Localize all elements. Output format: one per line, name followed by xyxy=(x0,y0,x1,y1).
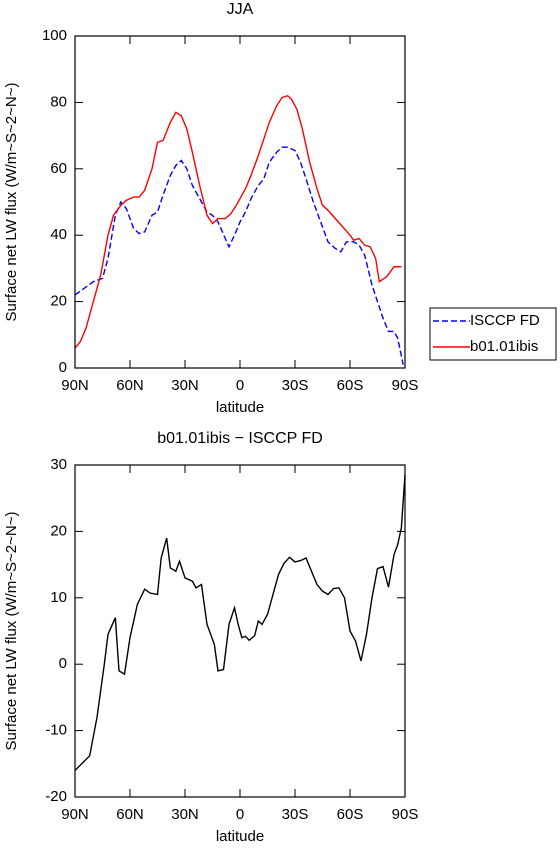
y-tick-label: 20 xyxy=(50,522,67,539)
y-tick-label: 20 xyxy=(50,293,67,310)
x-tick-label: 90N xyxy=(61,806,89,823)
x-tick-label: 0 xyxy=(236,806,244,823)
y-tick-label: 100 xyxy=(42,27,67,44)
y-tick-label: 10 xyxy=(50,589,67,606)
x-tick-label: 60N xyxy=(116,806,144,823)
x-tick-label: 60S xyxy=(337,806,364,823)
plot-frame xyxy=(74,35,406,369)
y-tick-label: 0 xyxy=(59,359,67,376)
y-tick-label: 0 xyxy=(59,655,67,672)
y-tick-label: 80 xyxy=(50,93,67,110)
data-line xyxy=(74,474,406,771)
y-axis-label: Surface net LW flux (W/m~S~2~N~) xyxy=(3,83,20,322)
x-tick-label: 30S xyxy=(282,377,309,394)
x-tick-label: 90N xyxy=(61,377,89,394)
data-line xyxy=(74,94,402,349)
x-axis-label: latitude xyxy=(216,399,264,416)
y-tick-label: -20 xyxy=(45,788,67,805)
chart-title: b01.01ibis − ISCCP FD xyxy=(157,430,323,447)
legend-label: b01.01ibis xyxy=(470,338,538,355)
chart-title: JJA xyxy=(227,1,254,18)
y-tick-label: 30 xyxy=(50,456,67,473)
y-tick-label: 60 xyxy=(50,160,67,177)
x-axis-label: latitude xyxy=(216,828,264,845)
y-axis-label: Surface net LW flux (W/m~S~2~N~) xyxy=(3,512,20,751)
plot-frame xyxy=(74,464,406,798)
x-tick-label: 0 xyxy=(236,377,244,394)
x-tick-label: 30N xyxy=(171,806,199,823)
x-tick-label: 90S xyxy=(392,806,419,823)
y-tick-label: 40 xyxy=(50,226,67,243)
x-tick-label: 90S xyxy=(392,377,419,394)
x-tick-label: 30S xyxy=(282,806,309,823)
y-tick-label: -10 xyxy=(45,722,67,739)
x-tick-label: 30N xyxy=(171,377,199,394)
x-tick-label: 60S xyxy=(337,377,364,394)
x-tick-label: 60N xyxy=(116,377,144,394)
legend-label: ISCCP FD xyxy=(470,312,540,329)
data-line xyxy=(74,146,404,365)
legend-box xyxy=(429,307,557,361)
